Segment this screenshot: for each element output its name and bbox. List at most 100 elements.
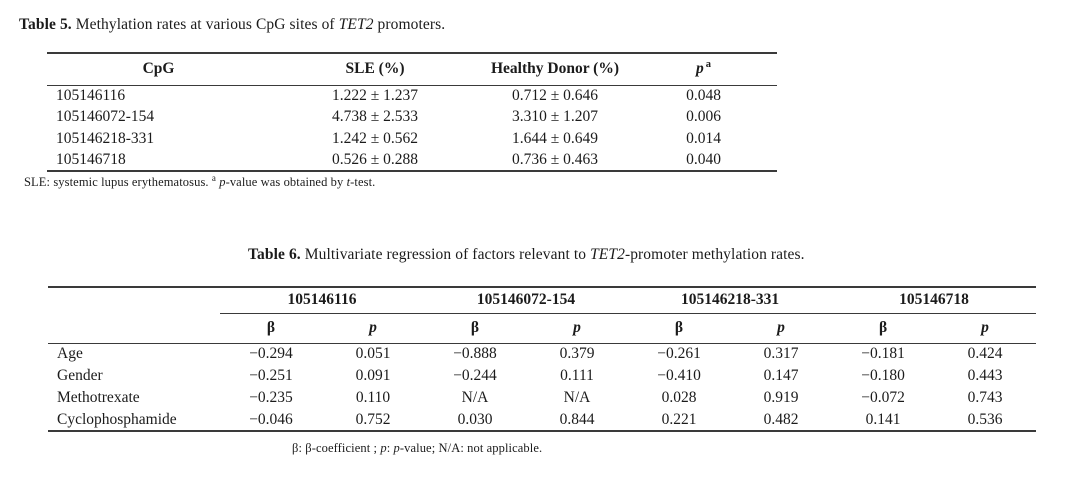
table6-caption: Table 6. Multivariate regression of fact… [248, 246, 805, 264]
t-symbol: t [346, 175, 351, 189]
footnote-text: β: β-coefficient ; [292, 441, 381, 455]
beta-value-cell: 0.141 [832, 409, 935, 432]
table5-caption-label: Table 5. [19, 16, 72, 33]
beta-value-cell: −0.180 [861, 367, 905, 384]
beta-subheader: β [832, 313, 935, 344]
beta-value-cell: −0.261 [657, 345, 701, 363]
beta-value-cell: −0.251 [249, 367, 293, 384]
p-symbol: p [393, 441, 400, 455]
p-value-cell: 0.048 [686, 87, 721, 104]
beta-value-cell: −0.046 [220, 409, 322, 432]
table6-caption-label: Table 6. [248, 246, 301, 263]
beta-value-cell: −0.244 [453, 367, 497, 384]
table6-caption-text-end: -promoter methylation rates. [624, 246, 805, 263]
row-label-cell: Gender [57, 367, 103, 384]
table5-row: 105146218-331 1.242 ± 0.562 1.644 ± 0.64… [47, 128, 777, 150]
beta-value-cell: −0.294 [249, 345, 293, 363]
cpg-cell: 105146072-154 [56, 108, 155, 126]
cpg-cell: 105146116 [56, 87, 126, 104]
group-header-cell: 105146116 [220, 286, 424, 314]
table6-footnote: β: β-coefficient ; p: p-value; N/A: not … [292, 441, 543, 455]
p-subheader: p [730, 313, 833, 344]
table6-sub-header-row: β p β p β p β p [48, 313, 1037, 344]
p-value-cell: 0.006 [686, 108, 721, 126]
beta-value-cell: −0.181 [861, 345, 905, 363]
sle-value-cell: 1.242 ± 0.562 [331, 129, 418, 147]
healthy-donor-value-cell: 1.644 ± 0.649 [511, 129, 598, 147]
beta-value-cell: −0.235 [249, 389, 293, 406]
beta-value-cell: 0.030 [424, 409, 526, 432]
sle-value-cell: 0.526 ± 0.288 [270, 149, 480, 172]
p-value-cell: 0.147 [763, 367, 799, 384]
col-header-cpg: CpG [47, 52, 270, 86]
healthy-donor-value-cell: 0.712 ± 0.646 [511, 87, 598, 104]
p-value-cell: 0.051 [355, 345, 391, 363]
footnote-text: SLE: systemic lupus erythematosus. [24, 175, 212, 189]
table6-row: Age −0.294 0.051 −0.888 0.379 −0.261 0.3… [48, 343, 1036, 365]
empty-corner-cell [48, 313, 220, 344]
cpg-cell: 105146718 [47, 149, 270, 172]
group-header-cell: 105146072-154 [424, 286, 629, 314]
p-value-cell: 0.091 [355, 367, 391, 384]
p-value-cell: 0.443 [967, 367, 1003, 384]
row-label-cell: Methotrexate [57, 389, 140, 406]
p-value-cell: 0.040 [630, 149, 777, 172]
table5-caption-text: Methylation rates at various CpG sites o… [71, 16, 339, 33]
beta-subheader: β [424, 313, 526, 344]
p-subheader: p [934, 313, 1037, 344]
group-header-cell: 105146718 [832, 286, 1037, 314]
row-label-cell: Age [57, 345, 83, 363]
row-label-cell: Cyclophosphamide [48, 409, 220, 432]
beta-value-cell: 0.221 [628, 409, 731, 432]
table6-multivariate-regression: 105146116 105146072-154 105146218-331 10… [48, 286, 1037, 432]
p-value-cell: 0.317 [763, 345, 799, 363]
p-subheader: p [322, 313, 424, 344]
table6-row: Cyclophosphamide −0.046 0.752 0.030 0.84… [48, 409, 1037, 432]
table5-caption-gene: TET2 [338, 16, 374, 33]
table5-caption-text-end: promoters. [373, 16, 446, 33]
table5-row: 105146116 1.222 ± 1.237 0.712 ± 0.646 0.… [47, 85, 777, 107]
beta-subheader: β [628, 313, 731, 344]
p-symbol: p [380, 441, 387, 455]
p-value-cell: 0.743 [967, 389, 1003, 406]
healthy-donor-value-cell: 0.736 ± 0.463 [480, 149, 630, 172]
p-value-cell: 0.014 [686, 129, 721, 147]
col-header-sle: SLE (%) [270, 52, 480, 86]
table6-row: Methotrexate −0.235 0.110 N/A N/A 0.028 … [48, 387, 1036, 409]
beta-value-cell: 0.028 [661, 389, 697, 406]
table5-row: 105146072-154 4.738 ± 2.533 3.310 ± 1.20… [47, 107, 777, 129]
p-value-cell: 0.424 [967, 345, 1003, 363]
p-value-cell: 0.752 [322, 409, 424, 432]
table5-row: 105146718 0.526 ± 0.288 0.736 ± 0.463 0.… [47, 149, 777, 172]
col-header-healthy-donor: Healthy Donor (%) [480, 52, 630, 86]
healthy-donor-value-cell: 3.310 ± 1.207 [511, 108, 598, 126]
table6-group-header-row: 105146116 105146072-154 105146218-331 10… [48, 286, 1037, 314]
sle-value-cell: 4.738 ± 2.533 [331, 108, 418, 126]
beta-value-cell: −0.410 [657, 367, 701, 384]
p-value-cell: 0.379 [559, 345, 595, 363]
p-value-cell: 0.536 [934, 409, 1037, 432]
table5-caption: Table 5. Methylation rates at various Cp… [19, 16, 445, 34]
sle-value-cell: 1.222 ± 1.237 [331, 87, 418, 104]
p-value-cell: 0.110 [355, 389, 391, 406]
group-header-cell: 105146218-331 [628, 286, 833, 314]
p-value-cell: 0.919 [763, 389, 799, 406]
p-value-cell: 0.482 [730, 409, 833, 432]
table6-row: Gender −0.251 0.091 −0.244 0.111 −0.410 … [48, 365, 1036, 387]
table5-footnote: SLE: systemic lupus erythematosus. a p-v… [24, 172, 376, 189]
p-symbol: p [219, 175, 226, 189]
p-value-cell: 0.111 [560, 367, 594, 384]
p-value-cell: N/A [563, 389, 591, 406]
beta-value-cell: N/A [461, 389, 489, 406]
p-symbol: p [696, 60, 704, 78]
footnote-marker-a: a [211, 172, 216, 183]
table6-caption-gene: TET2 [590, 246, 625, 263]
beta-value-cell: −0.888 [453, 345, 497, 363]
cpg-cell: 105146218-331 [56, 129, 155, 147]
p-footnote-marker: a [705, 59, 711, 71]
p-value-cell: 0.844 [526, 409, 629, 432]
